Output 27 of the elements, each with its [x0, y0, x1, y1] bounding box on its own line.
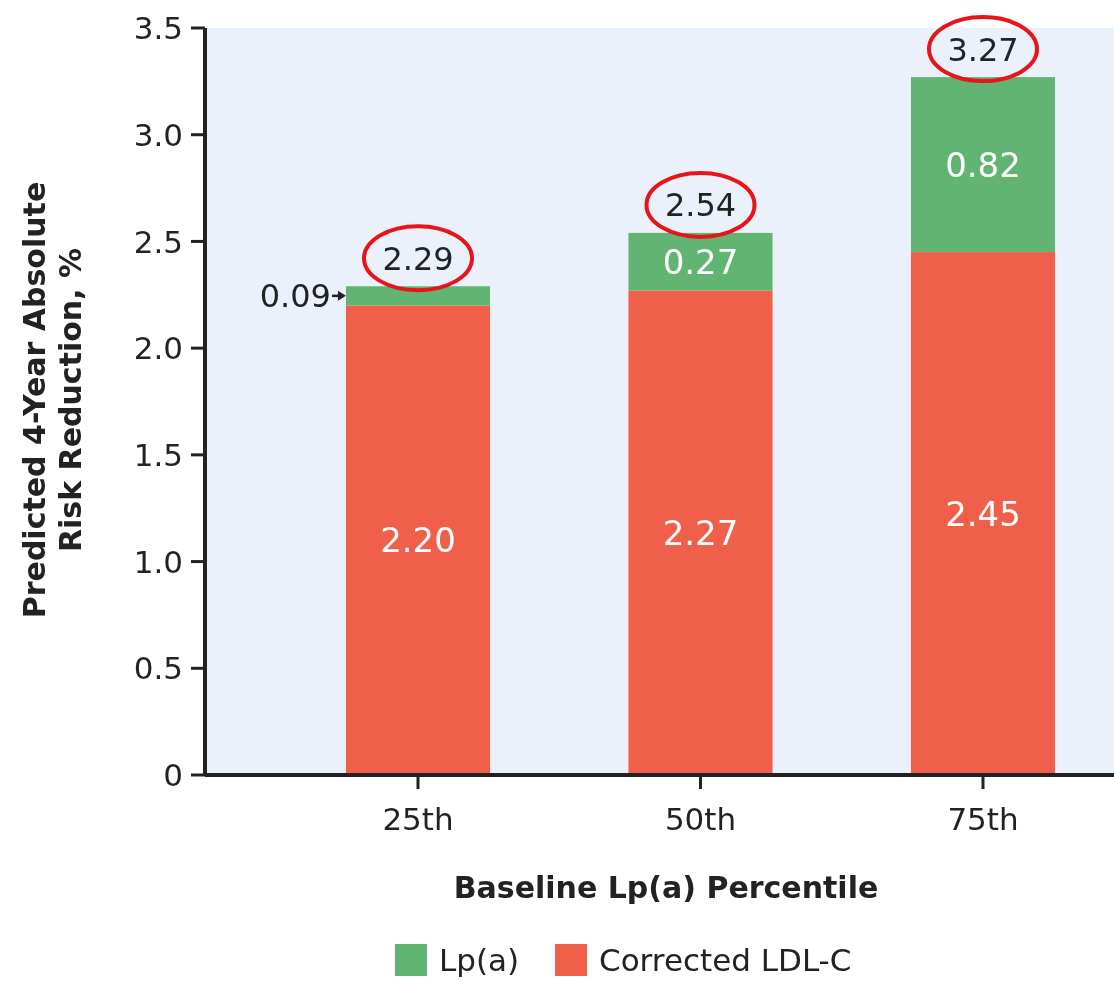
- y-tick-label: 1.0: [133, 543, 183, 580]
- x-tick-label: 25th: [382, 801, 454, 837]
- x-tick-label: 75th: [947, 801, 1019, 837]
- y-tick-label: 3.5: [133, 10, 183, 47]
- y-tick-label: 0: [163, 757, 183, 794]
- bar: [628, 290, 773, 775]
- data-label: 2.20: [380, 520, 456, 561]
- bar: [345, 305, 491, 775]
- y-axis-title: Predicted 4-Year Absolute Risk Reduction, %: [17, 181, 88, 619]
- bar: [910, 252, 1056, 775]
- y-tick-label: 3.0: [133, 116, 183, 153]
- total-label: 2.54: [664, 186, 737, 225]
- y-tick-label: 2.0: [133, 330, 183, 367]
- x-tick-label: 50th: [664, 801, 737, 837]
- total-label: 2.29: [382, 239, 454, 278]
- total-label: 3.27: [947, 30, 1019, 69]
- data-label: 0.82: [945, 144, 1021, 185]
- data-label: 0.27: [662, 241, 739, 282]
- y-tick-label: 1.5: [133, 437, 183, 474]
- legend-label: Corrected LDL-C: [599, 942, 852, 979]
- y-tick-label: 2.5: [133, 223, 183, 260]
- data-label: 0.09: [259, 277, 331, 316]
- y-tick-label: 0.5: [133, 650, 183, 687]
- x-axis-title: Baseline Lp(a) Percentile: [453, 870, 879, 905]
- data-label: 2.45: [945, 493, 1021, 534]
- legend-label: Lp(a): [439, 942, 520, 979]
- data-label: 2.27: [662, 513, 739, 553]
